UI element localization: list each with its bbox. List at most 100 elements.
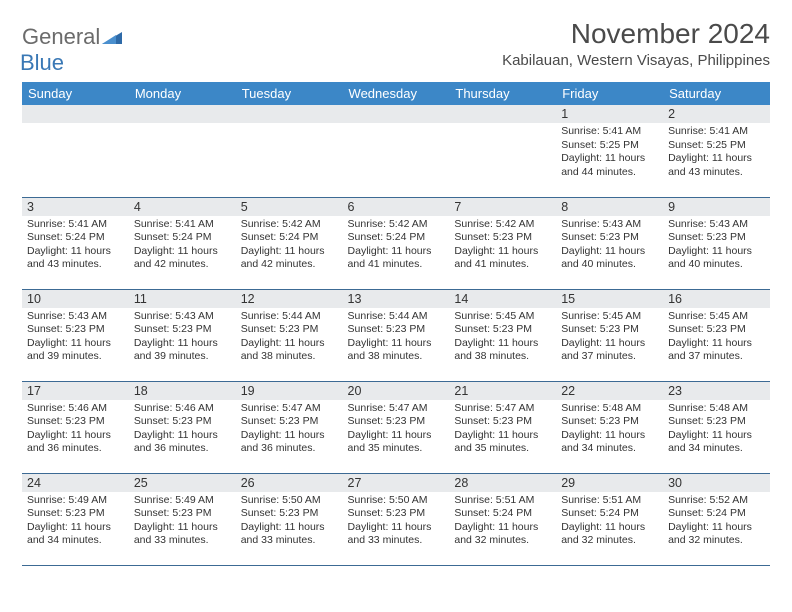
daylight-text: Daylight: 11 hours and 32 minutes. xyxy=(561,521,658,548)
dow-thursday: Thursday xyxy=(449,82,556,105)
day-cell: 16Sunrise: 5:45 AMSunset: 5:23 PMDayligh… xyxy=(663,289,770,381)
day-content: Sunrise: 5:43 AMSunset: 5:23 PMDaylight:… xyxy=(663,216,770,277)
daylight-text: Daylight: 11 hours and 37 minutes. xyxy=(668,337,765,364)
sunset-text: Sunset: 5:23 PM xyxy=(241,323,338,337)
day-number: 13 xyxy=(343,290,450,308)
day-number: 16 xyxy=(663,290,770,308)
day-number: 1 xyxy=(556,105,663,123)
sunset-text: Sunset: 5:23 PM xyxy=(134,507,231,521)
daylight-text: Daylight: 11 hours and 34 minutes. xyxy=(668,429,765,456)
day-cell: 27Sunrise: 5:50 AMSunset: 5:23 PMDayligh… xyxy=(343,473,450,565)
day-cell: 11Sunrise: 5:43 AMSunset: 5:23 PMDayligh… xyxy=(129,289,236,381)
sunrise-text: Sunrise: 5:49 AM xyxy=(27,494,124,508)
daylight-text: Daylight: 11 hours and 43 minutes. xyxy=(27,245,124,272)
day-number: 26 xyxy=(236,474,343,492)
daylight-text: Daylight: 11 hours and 35 minutes. xyxy=(454,429,551,456)
sunrise-text: Sunrise: 5:47 AM xyxy=(241,402,338,416)
daylight-text: Daylight: 11 hours and 37 minutes. xyxy=(561,337,658,364)
daylight-text: Daylight: 11 hours and 33 minutes. xyxy=(348,521,445,548)
day-content xyxy=(236,123,343,134)
day-cell: 5Sunrise: 5:42 AMSunset: 5:24 PMDaylight… xyxy=(236,197,343,289)
day-cell: 28Sunrise: 5:51 AMSunset: 5:24 PMDayligh… xyxy=(449,473,556,565)
sunset-text: Sunset: 5:23 PM xyxy=(27,323,124,337)
sunrise-text: Sunrise: 5:41 AM xyxy=(27,218,124,232)
sunrise-text: Sunrise: 5:43 AM xyxy=(134,310,231,324)
day-content: Sunrise: 5:49 AMSunset: 5:23 PMDaylight:… xyxy=(22,492,129,553)
location: Kabilauan, Western Visayas, Philippines xyxy=(502,52,770,69)
sunset-text: Sunset: 5:23 PM xyxy=(454,231,551,245)
day-number: 19 xyxy=(236,382,343,400)
daylight-text: Daylight: 11 hours and 38 minutes. xyxy=(348,337,445,364)
dow-sunday: Sunday xyxy=(22,82,129,105)
sunset-text: Sunset: 5:23 PM xyxy=(668,231,765,245)
sunrise-text: Sunrise: 5:46 AM xyxy=(27,402,124,416)
day-cell: 15Sunrise: 5:45 AMSunset: 5:23 PMDayligh… xyxy=(556,289,663,381)
day-number: 18 xyxy=(129,382,236,400)
day-cell: 7Sunrise: 5:42 AMSunset: 5:23 PMDaylight… xyxy=(449,197,556,289)
sunset-text: Sunset: 5:24 PM xyxy=(134,231,231,245)
sunset-text: Sunset: 5:23 PM xyxy=(348,323,445,337)
sunset-text: Sunset: 5:23 PM xyxy=(241,415,338,429)
sunrise-text: Sunrise: 5:43 AM xyxy=(561,218,658,232)
week-row: 24Sunrise: 5:49 AMSunset: 5:23 PMDayligh… xyxy=(22,473,770,565)
day-number xyxy=(343,105,450,123)
sunset-text: Sunset: 5:23 PM xyxy=(241,507,338,521)
day-content: Sunrise: 5:43 AMSunset: 5:23 PMDaylight:… xyxy=(556,216,663,277)
day-content: Sunrise: 5:48 AMSunset: 5:23 PMDaylight:… xyxy=(556,400,663,461)
sunrise-text: Sunrise: 5:50 AM xyxy=(241,494,338,508)
sunrise-text: Sunrise: 5:44 AM xyxy=(348,310,445,324)
day-content: Sunrise: 5:45 AMSunset: 5:23 PMDaylight:… xyxy=(449,308,556,369)
sunrise-text: Sunrise: 5:48 AM xyxy=(561,402,658,416)
day-cell: 1Sunrise: 5:41 AMSunset: 5:25 PMDaylight… xyxy=(556,105,663,197)
sunset-text: Sunset: 5:25 PM xyxy=(668,139,765,153)
logo-part1: General xyxy=(22,24,100,49)
sunrise-text: Sunrise: 5:41 AM xyxy=(134,218,231,232)
day-number: 25 xyxy=(129,474,236,492)
sunset-text: Sunset: 5:23 PM xyxy=(27,507,124,521)
day-cell: 13Sunrise: 5:44 AMSunset: 5:23 PMDayligh… xyxy=(343,289,450,381)
sunset-text: Sunset: 5:24 PM xyxy=(668,507,765,521)
daylight-text: Daylight: 11 hours and 40 minutes. xyxy=(561,245,658,272)
day-number xyxy=(449,105,556,123)
day-cell xyxy=(343,105,450,197)
day-number: 11 xyxy=(129,290,236,308)
day-number: 14 xyxy=(449,290,556,308)
day-number: 9 xyxy=(663,198,770,216)
day-content: Sunrise: 5:51 AMSunset: 5:24 PMDaylight:… xyxy=(449,492,556,553)
day-cell: 17Sunrise: 5:46 AMSunset: 5:23 PMDayligh… xyxy=(22,381,129,473)
day-content: Sunrise: 5:44 AMSunset: 5:23 PMDaylight:… xyxy=(343,308,450,369)
day-number: 23 xyxy=(663,382,770,400)
day-number: 10 xyxy=(22,290,129,308)
sunset-text: Sunset: 5:24 PM xyxy=(561,507,658,521)
sunrise-text: Sunrise: 5:41 AM xyxy=(561,125,658,139)
sunrise-text: Sunrise: 5:50 AM xyxy=(348,494,445,508)
month-title: November 2024 xyxy=(502,18,770,50)
sunrise-text: Sunrise: 5:52 AM xyxy=(668,494,765,508)
day-content: Sunrise: 5:45 AMSunset: 5:23 PMDaylight:… xyxy=(556,308,663,369)
sunrise-text: Sunrise: 5:48 AM xyxy=(668,402,765,416)
day-content: Sunrise: 5:42 AMSunset: 5:23 PMDaylight:… xyxy=(449,216,556,277)
daylight-text: Daylight: 11 hours and 32 minutes. xyxy=(454,521,551,548)
day-cell: 4Sunrise: 5:41 AMSunset: 5:24 PMDaylight… xyxy=(129,197,236,289)
sunset-text: Sunset: 5:25 PM xyxy=(561,139,658,153)
day-content: Sunrise: 5:41 AMSunset: 5:24 PMDaylight:… xyxy=(129,216,236,277)
day-number xyxy=(236,105,343,123)
sunset-text: Sunset: 5:24 PM xyxy=(454,507,551,521)
sunset-text: Sunset: 5:23 PM xyxy=(348,415,445,429)
day-number: 17 xyxy=(22,382,129,400)
sunrise-text: Sunrise: 5:51 AM xyxy=(561,494,658,508)
title-block: November 2024 Kabilauan, Western Visayas… xyxy=(502,18,770,69)
day-content: Sunrise: 5:50 AMSunset: 5:23 PMDaylight:… xyxy=(343,492,450,553)
day-cell xyxy=(449,105,556,197)
day-cell xyxy=(129,105,236,197)
day-content: Sunrise: 5:41 AMSunset: 5:25 PMDaylight:… xyxy=(556,123,663,184)
daylight-text: Daylight: 11 hours and 39 minutes. xyxy=(27,337,124,364)
day-content: Sunrise: 5:46 AMSunset: 5:23 PMDaylight:… xyxy=(129,400,236,461)
day-content: Sunrise: 5:42 AMSunset: 5:24 PMDaylight:… xyxy=(236,216,343,277)
logo-text: General Blue xyxy=(22,24,122,76)
day-number: 3 xyxy=(22,198,129,216)
day-number: 6 xyxy=(343,198,450,216)
day-cell: 6Sunrise: 5:42 AMSunset: 5:24 PMDaylight… xyxy=(343,197,450,289)
logo-part2: Blue xyxy=(20,50,64,75)
day-number: 22 xyxy=(556,382,663,400)
